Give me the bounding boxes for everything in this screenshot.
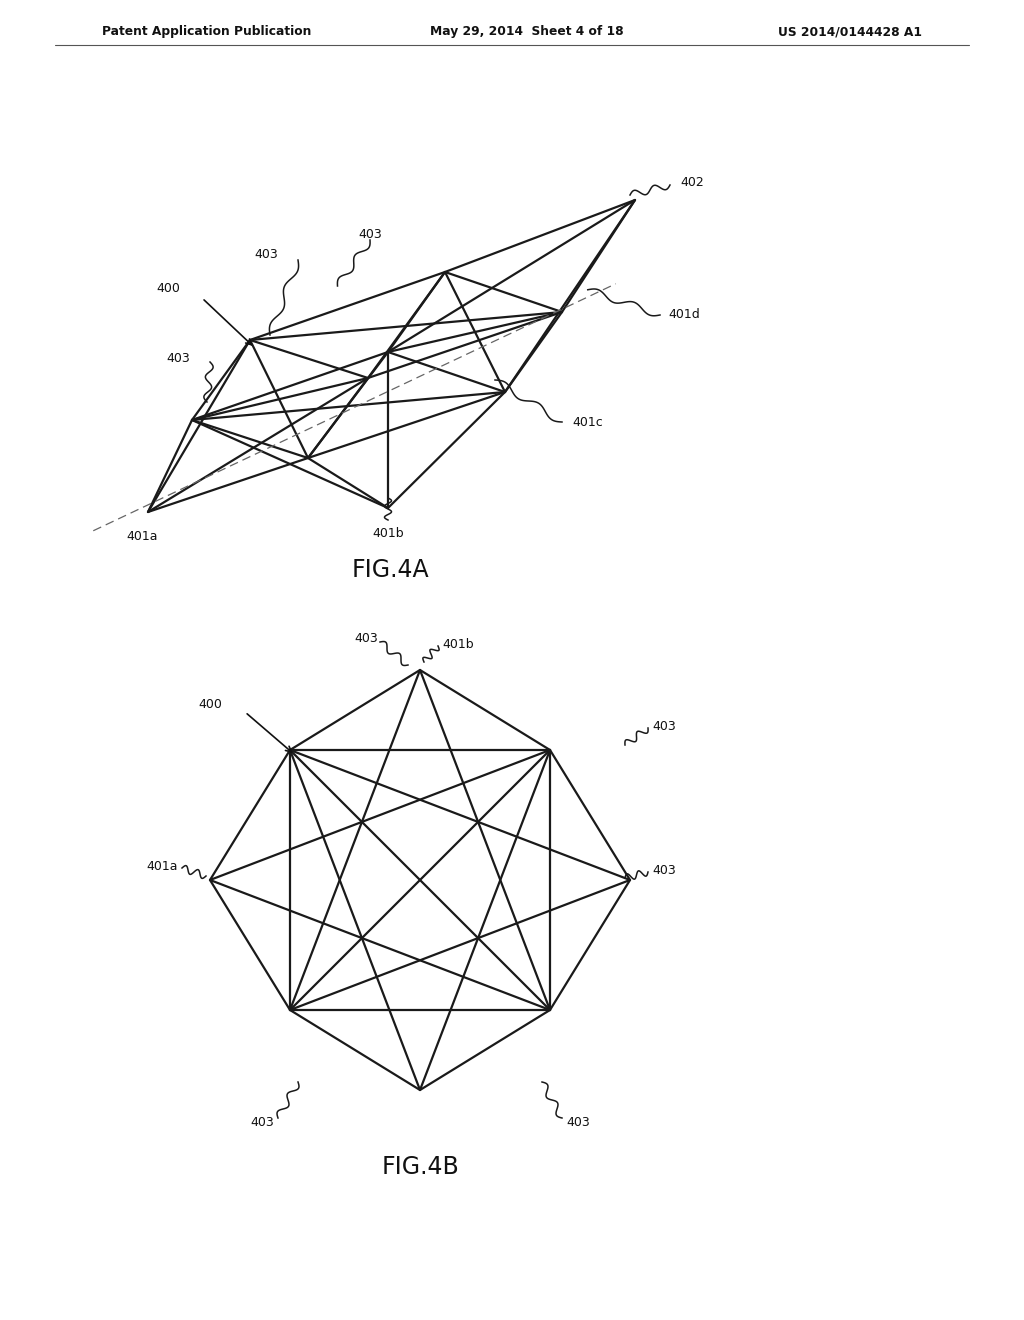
- Text: 401b: 401b: [442, 638, 474, 651]
- Text: 401c: 401c: [572, 416, 603, 429]
- Text: 400: 400: [156, 281, 180, 294]
- Text: FIG.4A: FIG.4A: [351, 558, 429, 582]
- Text: 403: 403: [354, 631, 378, 644]
- Text: 403: 403: [358, 228, 382, 242]
- Text: 403: 403: [250, 1115, 274, 1129]
- Text: 401d: 401d: [668, 309, 699, 322]
- Text: 402: 402: [680, 176, 703, 189]
- Text: Patent Application Publication: Patent Application Publication: [102, 25, 311, 38]
- Text: 403: 403: [566, 1115, 590, 1129]
- Text: 403: 403: [254, 248, 278, 261]
- Text: 401b: 401b: [372, 527, 403, 540]
- Text: US 2014/0144428 A1: US 2014/0144428 A1: [778, 25, 922, 38]
- Text: 401a: 401a: [126, 531, 158, 543]
- Text: 403: 403: [652, 863, 676, 876]
- Text: 401a: 401a: [146, 859, 178, 873]
- Text: 403: 403: [166, 351, 190, 364]
- Text: FIG.4B: FIG.4B: [381, 1155, 459, 1179]
- Text: 403: 403: [652, 719, 676, 733]
- Text: 400: 400: [198, 697, 222, 710]
- Text: May 29, 2014  Sheet 4 of 18: May 29, 2014 Sheet 4 of 18: [430, 25, 624, 38]
